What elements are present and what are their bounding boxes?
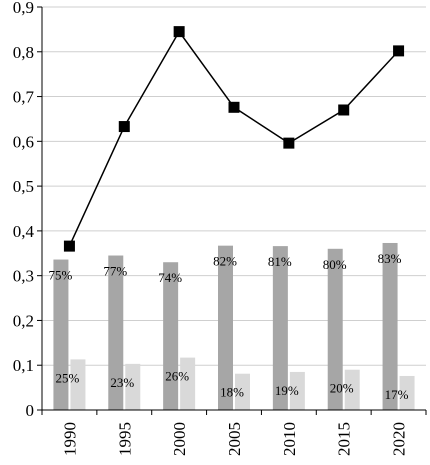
x-tick-label: 2020 — [390, 422, 409, 456]
bar — [235, 373, 250, 410]
y-tick-label: 0,1 — [13, 356, 34, 375]
data-label: 23% — [110, 375, 134, 390]
data-label: 25% — [56, 370, 80, 385]
y-tick-label: 0,8 — [13, 43, 34, 62]
data-label: 82% — [213, 254, 237, 269]
series-line — [68, 30, 400, 247]
bars — [53, 242, 415, 410]
bar — [344, 369, 360, 410]
y-tick-label: 0 — [26, 401, 35, 420]
data-label: 26% — [165, 369, 189, 384]
y-tick-label: 0,7 — [13, 88, 35, 107]
bar — [327, 248, 343, 410]
data-label: 80% — [323, 257, 347, 272]
data-label: 83% — [378, 251, 402, 266]
line-point — [283, 137, 295, 149]
y-tick-label: 0,5 — [13, 177, 34, 196]
line-point — [393, 45, 405, 57]
data-label: 19% — [275, 383, 299, 398]
y-tick-label: 0,3 — [13, 267, 34, 286]
x-tick-label: 2015 — [335, 422, 354, 456]
bar — [272, 246, 288, 410]
line-series — [63, 26, 405, 252]
y-tick-label: 0,6 — [13, 132, 34, 151]
bar — [108, 255, 124, 410]
gridlines — [42, 6, 426, 366]
line-point — [63, 240, 75, 252]
line-point — [338, 104, 350, 116]
data-label: 17% — [385, 387, 409, 402]
data-label: 74% — [158, 270, 182, 285]
x-tick-label: 1995 — [115, 422, 134, 456]
x-tick-label: 2000 — [170, 422, 189, 456]
bar — [218, 245, 233, 410]
data-label: 18% — [220, 385, 244, 400]
bar — [125, 363, 141, 410]
line-point — [173, 26, 185, 38]
x-tick-label: 1990 — [60, 422, 79, 456]
bar — [53, 259, 69, 410]
y-tick-label: 0,4 — [13, 222, 35, 241]
x-tick-label: 2005 — [225, 422, 244, 456]
data-label: 20% — [330, 381, 354, 396]
data-label: 75% — [49, 268, 73, 283]
bar — [163, 262, 179, 410]
y-tick-label: 0,2 — [13, 311, 34, 330]
bar — [70, 359, 86, 410]
data-label: 77% — [103, 264, 127, 279]
bar — [180, 357, 196, 410]
line-point — [228, 101, 240, 113]
data-labels: 75% 77% 74% 82% 81% 80% 83% 25% 23% 26% 18% 19% 20% 1… — [49, 251, 409, 402]
bar — [382, 242, 398, 410]
line-point — [118, 121, 130, 133]
data-label: 81% — [268, 254, 292, 269]
bar — [289, 371, 305, 410]
x-tick-label: 2010 — [280, 422, 299, 456]
bar — [399, 375, 415, 410]
y-tick-label: 0,9 — [13, 0, 34, 17]
axes: 0 0,1 0,2 0,3 0,4 0,5 0,6 0,7 0,8 0,9 1990 1995 2000… — [13, 0, 427, 456]
